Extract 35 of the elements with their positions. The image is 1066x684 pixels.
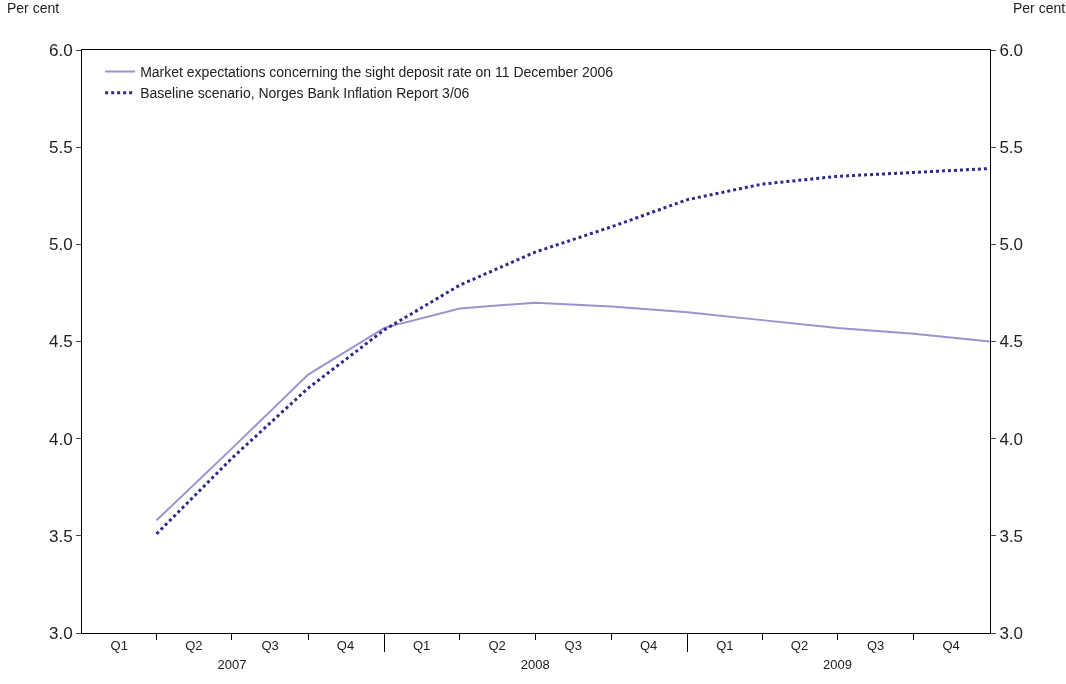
y-tick-label: 5.5 xyxy=(48,138,73,158)
y-tick-label: 6.0 xyxy=(48,40,73,60)
y2-tick-label: 4.0 xyxy=(999,429,1024,449)
x-tick-label: Q1 xyxy=(110,637,128,653)
y2-tick-label: 3.5 xyxy=(999,526,1024,546)
x-tick-label: Q4 xyxy=(942,637,960,653)
y2-tick-label: 4.5 xyxy=(999,332,1024,352)
x2-tick-label: 2008 xyxy=(520,657,550,672)
x2-tick-label: 2007 xyxy=(217,657,247,672)
x-tick-label: Q2 xyxy=(488,637,506,653)
y-tick-label: 3.5 xyxy=(48,526,73,546)
line-series xyxy=(155,167,990,536)
x-tick-label: Q3 xyxy=(261,637,279,653)
line-series xyxy=(155,301,990,522)
x-tick-label: Q3 xyxy=(867,637,885,653)
x-tick-label: Q4 xyxy=(640,637,658,653)
y2-tick-label: 5.0 xyxy=(999,235,1024,255)
y-axis-title: Per cent xyxy=(7,0,60,16)
x-tick-label: Q1 xyxy=(716,637,734,653)
y-tick-label: 4.0 xyxy=(48,429,73,449)
y-tick-label: 5.0 xyxy=(48,235,73,255)
y-tick-label: 4.5 xyxy=(48,332,73,352)
legend-label: Market expectations concerning the sight deposit rate on 11 December 2006 xyxy=(140,63,614,80)
x2-tick-label: 2009 xyxy=(823,657,853,672)
y2-tick-label: 6.0 xyxy=(999,40,1024,60)
x-tick-label: Q4 xyxy=(336,637,355,653)
y2-tick-label: 3.0 xyxy=(999,623,1024,643)
y2-tick-label: 5.5 xyxy=(999,138,1024,158)
x-tick-label: Q1 xyxy=(413,637,431,653)
y-tick-label: 3.0 xyxy=(48,623,73,643)
x-tick-label: Q3 xyxy=(564,637,582,653)
x-tick-label: Q2 xyxy=(790,637,809,653)
legend-label: Baseline scenario, Norges Bank Inflation Report 3/06 xyxy=(140,85,470,102)
x-tick-label: Q2 xyxy=(185,637,203,653)
y2-axis-title: Per cent xyxy=(1013,0,1066,16)
